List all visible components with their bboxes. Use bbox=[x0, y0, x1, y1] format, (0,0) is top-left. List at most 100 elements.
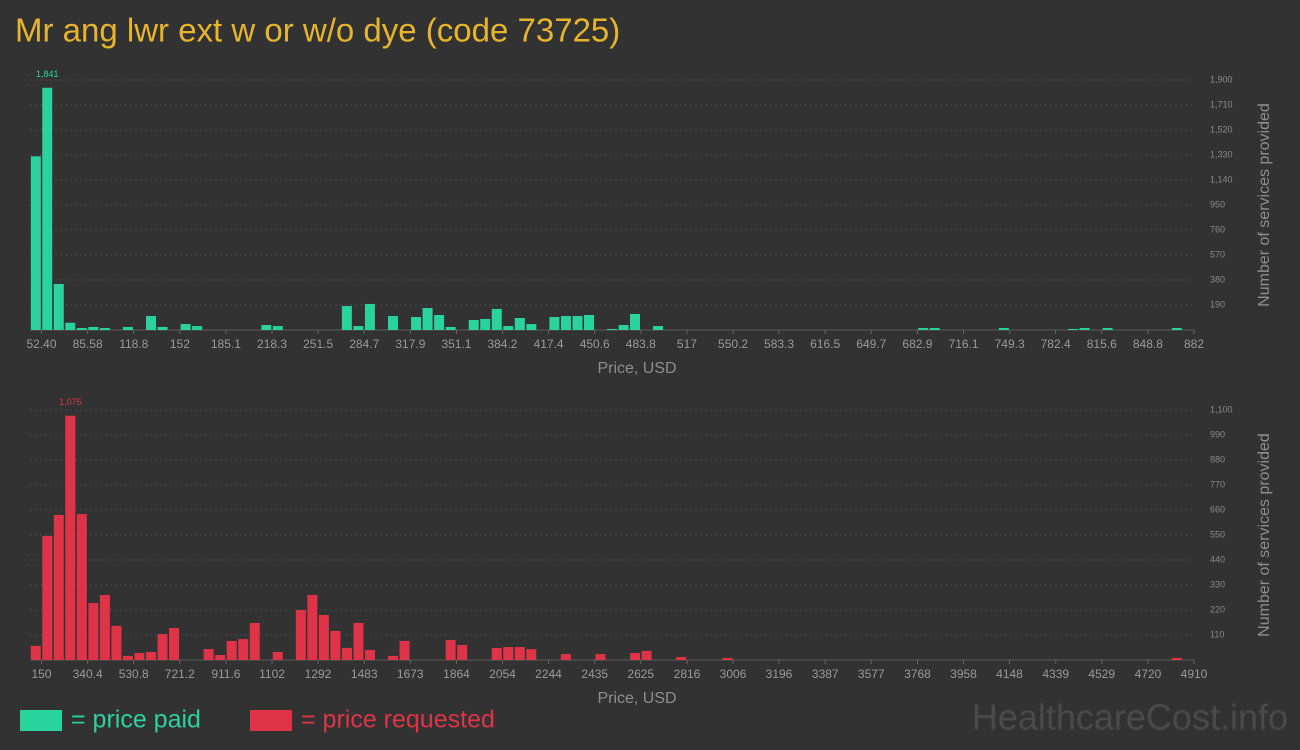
x-axis-title: Price, USD bbox=[597, 360, 676, 377]
y-tick-label: 1,710 bbox=[1210, 99, 1233, 109]
bar bbox=[1171, 657, 1182, 660]
bar bbox=[1171, 328, 1182, 330]
x-tick-label: 3958 bbox=[950, 667, 977, 681]
bar bbox=[595, 654, 606, 660]
x-tick-label: 911.6 bbox=[211, 667, 240, 681]
bar bbox=[307, 595, 318, 660]
bar bbox=[42, 87, 53, 331]
y-tick-label: 440 bbox=[1210, 554, 1225, 564]
x-tick-label: 649.7 bbox=[856, 337, 886, 351]
bar bbox=[215, 655, 226, 660]
x-tick-label: 4910 bbox=[1181, 667, 1208, 681]
y-tick-label: 330 bbox=[1210, 579, 1225, 589]
bar bbox=[422, 308, 433, 330]
bar bbox=[445, 640, 456, 660]
bar bbox=[88, 326, 99, 330]
x-tick-label: 3006 bbox=[720, 667, 747, 681]
bar bbox=[560, 316, 571, 330]
x-tick-label: 1292 bbox=[305, 667, 332, 681]
bar bbox=[503, 326, 514, 330]
y-tick-label: 1,330 bbox=[1210, 149, 1233, 159]
bar bbox=[53, 283, 64, 330]
bar bbox=[330, 630, 341, 660]
watermark: HealthcareCost.info bbox=[972, 697, 1288, 738]
bar bbox=[998, 328, 1009, 330]
bar bbox=[122, 655, 133, 660]
bar bbox=[1068, 328, 1079, 330]
x-tick-label: 417.4 bbox=[534, 337, 564, 351]
bar bbox=[261, 325, 272, 330]
bar bbox=[929, 328, 940, 330]
x-tick-label: 2816 bbox=[674, 667, 701, 681]
bar bbox=[549, 316, 560, 330]
bar bbox=[434, 315, 445, 330]
x-tick-label: 4339 bbox=[1042, 667, 1069, 681]
x-tick-label: 284.7 bbox=[349, 337, 379, 351]
x-tick-label: 384.2 bbox=[487, 337, 517, 351]
x-tick-label: 550.2 bbox=[718, 337, 748, 351]
x-tick-label: 3196 bbox=[766, 667, 793, 681]
bar bbox=[607, 328, 618, 330]
bar bbox=[353, 622, 364, 660]
x-tick-label: 3577 bbox=[858, 667, 885, 681]
x-tick-label: 1673 bbox=[397, 667, 424, 681]
x-axis-title: Price, USD bbox=[597, 690, 676, 707]
x-tick-label: 85.58 bbox=[73, 337, 103, 351]
bar bbox=[157, 326, 168, 330]
x-tick-label: 716.1 bbox=[949, 337, 979, 351]
bar bbox=[30, 645, 41, 660]
x-tick-label: 4720 bbox=[1135, 667, 1162, 681]
x-tick-label: 2625 bbox=[627, 667, 654, 681]
y-tick-label: 770 bbox=[1210, 479, 1225, 489]
x-tick-label: 1102 bbox=[259, 667, 285, 681]
bar bbox=[203, 649, 214, 660]
legend-label: = price paid bbox=[71, 706, 201, 734]
x-tick-label: 1483 bbox=[351, 667, 378, 681]
bar bbox=[134, 652, 145, 660]
y-tick-label: 990 bbox=[1210, 429, 1225, 439]
x-tick-label: 782.4 bbox=[1041, 337, 1071, 351]
y-axis-title: Number of services provided bbox=[1256, 433, 1273, 637]
y-tick-label: 190 bbox=[1210, 299, 1225, 309]
x-tick-label: 118.8 bbox=[119, 337, 148, 351]
x-tick-label: 150 bbox=[32, 667, 52, 681]
bar bbox=[226, 640, 237, 660]
x-tick-label: 682.9 bbox=[902, 337, 932, 351]
bar bbox=[526, 324, 537, 330]
bar bbox=[468, 320, 479, 330]
bar bbox=[99, 595, 110, 660]
bar bbox=[353, 326, 364, 330]
bar bbox=[629, 313, 640, 330]
bar bbox=[526, 649, 537, 660]
x-tick-label: 4148 bbox=[996, 667, 1023, 681]
x-tick-label: 4529 bbox=[1088, 667, 1115, 681]
bar bbox=[503, 647, 514, 660]
bar bbox=[76, 328, 87, 330]
bar bbox=[641, 650, 652, 660]
bar bbox=[111, 625, 122, 660]
legend-swatch bbox=[250, 710, 292, 731]
y-tick-label: 1,100 bbox=[1210, 404, 1233, 414]
bar bbox=[65, 322, 76, 330]
y-tick-label: 550 bbox=[1210, 529, 1225, 539]
value-label: 1,841 bbox=[36, 69, 59, 79]
x-tick-label: 483.8 bbox=[626, 337, 656, 351]
bar bbox=[180, 324, 191, 330]
x-tick-label: 185.1 bbox=[211, 337, 241, 351]
bar bbox=[88, 602, 99, 660]
x-tick-label: 517 bbox=[677, 337, 697, 351]
y-tick-label: 950 bbox=[1210, 199, 1225, 209]
bar bbox=[272, 326, 283, 330]
bar bbox=[364, 303, 375, 330]
x-tick-label: 2054 bbox=[489, 667, 516, 681]
x-tick-label: 721.2 bbox=[165, 667, 195, 681]
bar bbox=[399, 640, 410, 660]
bar bbox=[676, 657, 687, 660]
bar bbox=[1102, 328, 1113, 330]
page-title: Mr ang lwr ext w or w/o dye (code 73725) bbox=[15, 12, 620, 49]
y-axis-title: Number of services provided bbox=[1256, 103, 1273, 307]
bar bbox=[122, 326, 133, 330]
bar bbox=[584, 315, 595, 330]
y-tick-label: 880 bbox=[1210, 454, 1225, 464]
